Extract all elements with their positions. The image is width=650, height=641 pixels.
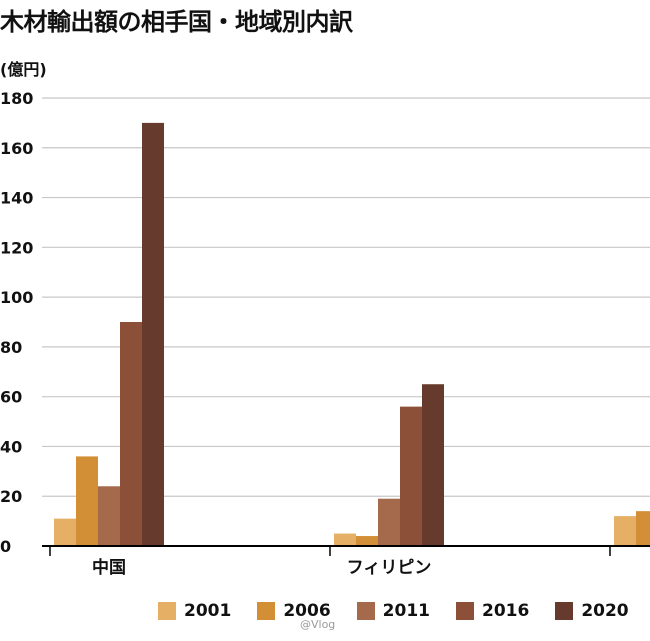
legend-item-2016: 2016 xyxy=(455,601,530,621)
bar xyxy=(142,122,164,546)
y-tick-label: 20 xyxy=(0,487,22,506)
legend-item-2011: 2011 xyxy=(356,601,430,621)
bar xyxy=(356,536,378,546)
legend-label-2006: 2006 xyxy=(283,601,331,621)
bar xyxy=(636,511,650,546)
legend-swatch-2011 xyxy=(356,602,375,620)
legend-swatch-2001 xyxy=(158,602,176,620)
bar xyxy=(334,533,356,546)
legend-item-2006: 2006 xyxy=(257,601,331,621)
chart-title: 木材輸出額の相手国・地域別内訳 xyxy=(0,8,353,36)
legend-label-2001: 2001 xyxy=(184,601,232,621)
bar xyxy=(120,322,142,546)
bar xyxy=(422,384,444,546)
y-tick-label: 40 xyxy=(0,437,22,456)
bar xyxy=(378,498,400,546)
y-tick-label: 160 xyxy=(0,139,33,158)
y-tick-label: 100 xyxy=(0,288,33,307)
legend-swatch-2006 xyxy=(257,602,276,620)
bar xyxy=(76,456,98,546)
y-axis-unit-label: (億円) xyxy=(0,60,47,79)
legend-label-2016: 2016 xyxy=(481,601,530,621)
y-tick-label: 60 xyxy=(0,388,22,407)
y-tick-label: 180 xyxy=(0,89,33,108)
legend-item-2020: 2020 xyxy=(555,601,629,621)
legend-label-2011: 2011 xyxy=(382,601,430,621)
y-tick-label: 120 xyxy=(0,238,33,257)
bar xyxy=(400,406,422,546)
y-tick-label: 80 xyxy=(0,338,22,357)
legend-swatch-2016 xyxy=(455,602,474,620)
y-tick-label: 0 xyxy=(0,537,11,556)
legend: 2001 2006 2011 2016 2020 xyxy=(158,601,650,621)
y-tick-label: 140 xyxy=(0,189,33,208)
x-tick-label: フィリピン xyxy=(347,558,432,578)
legend-item-2001: 2001 xyxy=(158,601,231,621)
legend-label-2020: 2020 xyxy=(581,601,629,621)
watermark: @Vlog xyxy=(300,618,336,631)
bar xyxy=(98,486,120,546)
legend-swatch-2020 xyxy=(555,602,574,620)
bar xyxy=(614,516,636,546)
x-tick-label: 中国 xyxy=(92,557,126,578)
bar xyxy=(54,518,76,546)
